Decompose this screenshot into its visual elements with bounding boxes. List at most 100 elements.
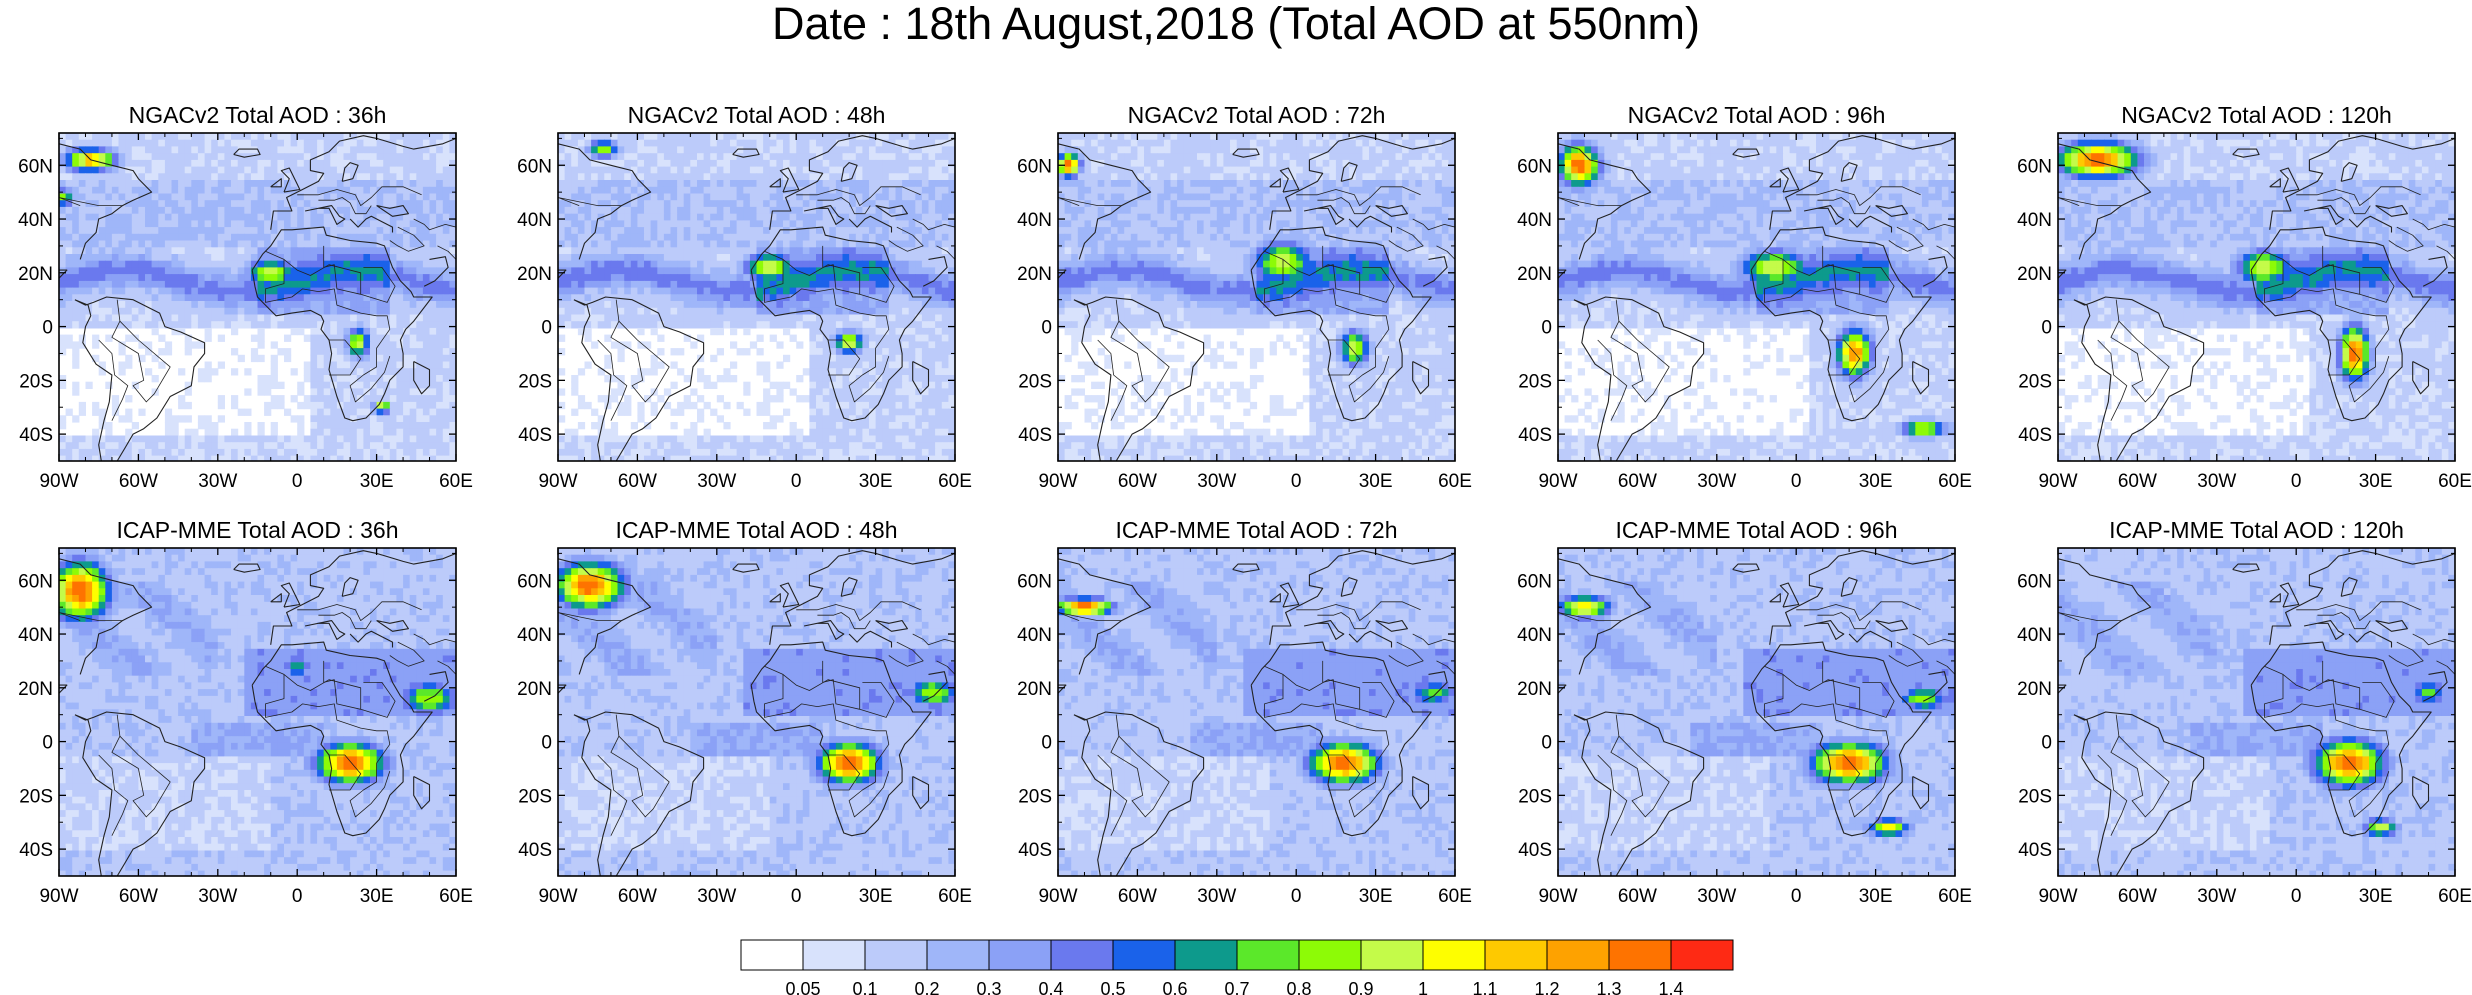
coastlines [2058, 550, 2455, 876]
coastlines [558, 550, 955, 876]
lon-tick-label: 30W [198, 471, 237, 492]
lat-tick-label: 60N [2017, 156, 2052, 177]
lon-tick-label: 0 [1291, 471, 1302, 492]
lat-tick-label: 60N [517, 571, 552, 592]
lon-tick-label: 90W [39, 471, 78, 492]
panel-title: NGACv2 Total AOD : 120h [2121, 102, 2392, 128]
colorbar-swatch [740, 939, 804, 971]
lat-tick-label: 40N [1017, 625, 1052, 646]
lat-tick-label: 0 [42, 733, 53, 754]
lat-tick-label: 0 [1541, 318, 1552, 339]
lon-tick-label: 60E [439, 886, 473, 907]
panel-title: ICAP-MME Total AOD : 48h [615, 517, 897, 543]
figure-title: Date : 18th August,2018 (Total AOD at 55… [0, 0, 2472, 50]
lat-tick-label: 20S [518, 786, 552, 807]
coastlines [1558, 135, 1955, 461]
lat-tick-label: 20N [2017, 679, 2052, 700]
lat-tick-label: 20N [1517, 264, 1552, 285]
panel-title: ICAP-MME Total AOD : 72h [1115, 517, 1397, 543]
colorbar-swatch [1050, 939, 1114, 971]
lon-tick-label: 0 [292, 471, 303, 492]
lon-tick-label: 60E [439, 471, 473, 492]
colorbar-label: 0.8 [1286, 979, 1311, 995]
map-frame [2057, 547, 2456, 877]
colorbar-label: 0.7 [1224, 979, 1249, 995]
lat-tick-label: 0 [1541, 733, 1552, 754]
colorbar-label: 0.9 [1348, 979, 1373, 995]
lon-tick-label: 90W [2038, 886, 2077, 907]
lat-tick-label: 20N [1017, 264, 1052, 285]
lon-tick-label: 60E [1438, 886, 1472, 907]
lon-tick-label: 90W [1038, 471, 1077, 492]
lat-tick-label: 40N [18, 210, 53, 231]
lat-tick-label: 0 [1041, 733, 1052, 754]
lat-tick-label: 0 [2041, 733, 2052, 754]
lat-tick-label: 40N [2017, 210, 2052, 231]
lon-tick-label: 60W [1118, 471, 1157, 492]
map-frame [58, 132, 457, 462]
lon-tick-label: 60W [119, 471, 158, 492]
lon-tick-label: 60W [1618, 471, 1657, 492]
lat-tick-label: 40N [2017, 625, 2052, 646]
lat-tick-label: 20S [1018, 786, 1052, 807]
lon-tick-label: 0 [1791, 886, 1802, 907]
lat-tick-label: 20N [18, 679, 53, 700]
lon-tick-label: 30W [1197, 886, 1236, 907]
lat-tick-label: 40S [518, 425, 552, 446]
lon-tick-label: 90W [39, 886, 78, 907]
map-panel-8: ICAP-MME Total AOD : 72h 90W 60W 30W 0 30E 60E… [1017, 517, 1472, 907]
coastlines [1058, 135, 1455, 461]
colorbar-swatch [1174, 939, 1238, 971]
coastlines [59, 550, 456, 876]
lat-tick-label: 20N [1517, 679, 1552, 700]
map-frame [557, 547, 956, 877]
map-panel-6: ICAP-MME Total AOD : 36h 90W 60W 30W 0 30E 60E… [18, 517, 473, 907]
aod-field [2058, 548, 2455, 876]
lat-tick-label: 0 [42, 318, 53, 339]
colorbar-label: 1.1 [1472, 979, 1497, 995]
lat-tick-label: 0 [1041, 318, 1052, 339]
lon-tick-label: 30E [360, 471, 394, 492]
lon-tick-label: 30E [2359, 471, 2393, 492]
colorbar: 0.05 0.1 0.2 0.3 0.4 0.5 0.6 0.7 0.8 0.9 1 1.1 1.2 1.… [740, 939, 1734, 995]
lat-tick-label: 40N [1517, 210, 1552, 231]
colorbar-label: 0.2 [914, 979, 939, 995]
colorbar-label: 1 [1418, 979, 1428, 995]
lat-tick-label: 20S [1018, 371, 1052, 392]
colorbar-swatch [1360, 939, 1424, 971]
lon-tick-label: 60E [938, 471, 972, 492]
panel-title: ICAP-MME Total AOD : 36h [116, 517, 398, 543]
lon-tick-label: 90W [1538, 886, 1577, 907]
lon-tick-label: 60W [618, 471, 657, 492]
lat-tick-label: 60N [1017, 156, 1052, 177]
panel-title: ICAP-MME Total AOD : 96h [1615, 517, 1897, 543]
colorbar-label: 0.1 [852, 979, 877, 995]
lon-tick-label: 0 [1791, 471, 1802, 492]
lat-tick-label: 0 [541, 318, 552, 339]
colorbar-label: 1.3 [1596, 979, 1621, 995]
lon-tick-label: 60W [1118, 886, 1157, 907]
map-panel-2: NGACv2 Total AOD : 48h 90W 60W 30W 0 30E 60E 60… [517, 102, 972, 492]
colorbar-label: 1.4 [1658, 979, 1683, 995]
lat-tick-label: 20S [2018, 371, 2052, 392]
lon-tick-label: 60E [1938, 886, 1972, 907]
panel-title: NGACv2 Total AOD : 36h [129, 102, 387, 128]
lat-tick-label: 60N [517, 156, 552, 177]
map-frame [1057, 547, 1456, 877]
lat-tick-label: 60N [18, 571, 53, 592]
lat-tick-label: 40N [18, 625, 53, 646]
coastlines [558, 135, 955, 461]
lat-tick-label: 20N [517, 679, 552, 700]
lon-tick-label: 30E [1859, 886, 1893, 907]
panel-title: ICAP-MME Total AOD : 120h [2109, 517, 2404, 543]
colorbar-label: 0.5 [1100, 979, 1125, 995]
map-panel-5: NGACv2 Total AOD : 120h 90W 60W 30W 0 30E 60E 6… [2017, 102, 2472, 492]
lon-tick-label: 30W [2197, 471, 2236, 492]
lon-tick-label: 60E [2438, 886, 2472, 907]
colorbar-swatch [1236, 939, 1300, 971]
lat-tick-label: 40S [1018, 840, 1052, 861]
aod-field [1558, 548, 1955, 876]
panel-title: NGACv2 Total AOD : 72h [1128, 102, 1386, 128]
lon-tick-label: 30W [697, 886, 736, 907]
